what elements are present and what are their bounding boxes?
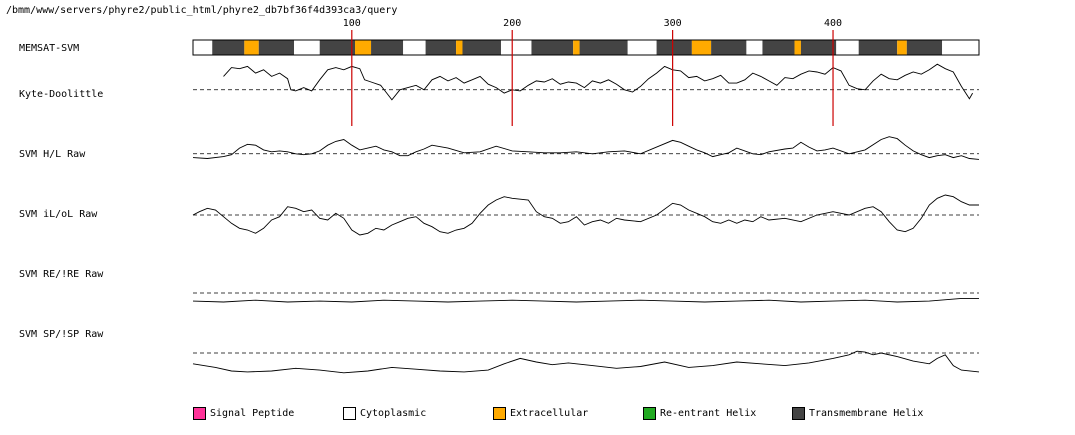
memsat-segment-extracellular	[897, 40, 907, 55]
memsat-segment-cytoplasmic	[746, 40, 763, 55]
row-label-svm-h-l-raw: SVM H/L Raw	[19, 149, 86, 160]
memsat-segment-transmembrane-helix	[371, 40, 404, 55]
memsat-segment-transmembrane-helix	[462, 40, 501, 55]
memsat-segment-extracellular	[456, 40, 463, 55]
memsat-segment-extracellular	[244, 40, 259, 55]
memsat-segment-transmembrane-helix	[800, 40, 837, 55]
axis-tick-label: 100	[343, 18, 361, 29]
memsat-track-border	[192, 39, 980, 56]
legend-swatch	[643, 406, 656, 420]
memsat-segment-extracellular	[691, 40, 712, 55]
memsat-segment-transmembrane-helix	[531, 40, 574, 55]
legend-label: Transmembrane Helix	[809, 407, 924, 419]
series-line	[192, 194, 979, 236]
legend-item: Cytoplasmic	[343, 405, 426, 421]
topology-plot: 100 200 300 400 MEMSAT-SVM Kyte-Doolittle SVM …	[19, 18, 980, 374]
series-line	[192, 350, 980, 374]
memsat-segment-transmembrane-helix	[258, 40, 295, 55]
memsat-segment-extracellular	[573, 40, 580, 55]
series-line	[192, 297, 979, 303]
memsat-segment-extracellular	[794, 40, 801, 55]
memsat-segment-cytoplasmic	[627, 40, 657, 55]
legend-swatch	[193, 406, 206, 420]
memsat-segment-cytoplasmic	[294, 40, 320, 55]
legend-item: Signal Peptide	[193, 405, 294, 421]
memsat-segment-cytoplasmic	[500, 40, 532, 55]
legend-label: Extracellular	[510, 407, 589, 419]
legend-swatch	[493, 406, 506, 420]
memsat-segment-transmembrane-helix	[858, 40, 898, 55]
legend: Signal Peptide Cytoplasmic Extracellular Re…	[0, 405, 1075, 421]
memsat-segment-transmembrane-helix	[212, 40, 245, 55]
legend-label: Cytoplasmic	[360, 407, 427, 419]
legend-item: Re-entrant Helix	[643, 405, 756, 421]
memsat-segment-transmembrane-helix	[906, 40, 943, 55]
memsat-segment-cytoplasmic	[403, 40, 426, 55]
axis-tick-label: 300	[664, 18, 682, 29]
legend-label: Re-entrant Helix	[660, 407, 757, 419]
row-label-memsat: MEMSAT-SVM	[19, 43, 79, 54]
memsat-segment-cytoplasmic	[193, 40, 213, 55]
memsat-segment-transmembrane-helix	[425, 40, 457, 55]
legend-swatch	[792, 406, 805, 420]
legend-item: Extracellular	[493, 405, 588, 421]
row-label-svm-re-re-raw: SVM RE/!RE Raw	[19, 269, 104, 280]
legend-swatch	[343, 406, 356, 420]
series-line	[192, 136, 980, 160]
legend-label: Signal Peptide	[210, 407, 295, 419]
memsat-segment-transmembrane-helix	[711, 40, 747, 55]
memsat-segment-transmembrane-helix	[579, 40, 628, 55]
row-label-kyte-doolittle: Kyte-Doolittle	[19, 89, 103, 100]
series-line	[223, 63, 973, 101]
row-label-svm-sp-sp-raw: SVM SP/!SP Raw	[19, 329, 104, 340]
axis-tick-label: 400	[824, 18, 842, 29]
memsat-segment-cytoplasmic	[942, 40, 979, 55]
header-path: /bmm/www/servers/phyre2/public_html/phyr…	[6, 5, 398, 16]
memsat-segment-transmembrane-helix	[762, 40, 795, 55]
memsat-segment-extracellular	[355, 40, 372, 55]
memsat-segment-cytoplasmic	[836, 40, 859, 55]
legend-item: Transmembrane Helix	[792, 405, 923, 421]
axis-tick-label: 200	[503, 18, 521, 29]
memsat-segment-transmembrane-helix	[656, 40, 692, 55]
row-label-svm-il-ol-raw: SVM iL/oL Raw	[19, 209, 98, 220]
memsat-segment-transmembrane-helix	[319, 40, 356, 55]
